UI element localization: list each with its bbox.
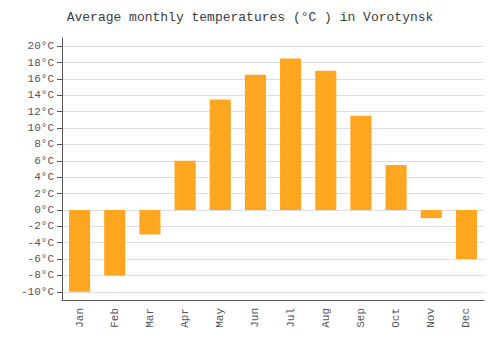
svg-text:2°C: 2°C: [34, 188, 54, 200]
svg-text:18°C: 18°C: [28, 57, 55, 69]
svg-text:-8°C: -8°C: [28, 269, 55, 281]
svg-text:-10°C: -10°C: [21, 286, 54, 298]
svg-text:-6°C: -6°C: [28, 253, 55, 265]
svg-text:Mar: Mar: [144, 308, 156, 328]
svg-text:Feb: Feb: [109, 308, 121, 328]
svg-text:14°C: 14°C: [28, 89, 55, 101]
svg-text:May: May: [214, 308, 226, 328]
svg-text:8°C: 8°C: [34, 138, 54, 150]
svg-text:Dec: Dec: [460, 308, 472, 328]
svg-text:Aug: Aug: [320, 308, 332, 328]
svg-text:20°C: 20°C: [28, 40, 55, 52]
svg-text:Average monthly temperatures (: Average monthly temperatures (°C ) in Vo…: [67, 10, 434, 25]
svg-text:Apr: Apr: [179, 308, 191, 328]
svg-text:Jun: Jun: [249, 308, 261, 328]
svg-text:Oct: Oct: [390, 308, 402, 328]
svg-text:Nov: Nov: [425, 308, 437, 328]
svg-text:-4°C: -4°C: [28, 237, 55, 249]
svg-text:16°C: 16°C: [28, 73, 55, 85]
svg-text:Jul: Jul: [285, 308, 297, 328]
svg-text:12°C: 12°C: [28, 106, 55, 118]
svg-text:6°C: 6°C: [34, 155, 54, 167]
svg-text:-2°C: -2°C: [28, 220, 55, 232]
svg-text:10°C: 10°C: [28, 122, 55, 134]
svg-text:Sep: Sep: [355, 308, 367, 328]
svg-text:0°C: 0°C: [34, 204, 54, 216]
svg-text:Jan: Jan: [74, 308, 86, 328]
svg-text:4°C: 4°C: [34, 171, 54, 183]
